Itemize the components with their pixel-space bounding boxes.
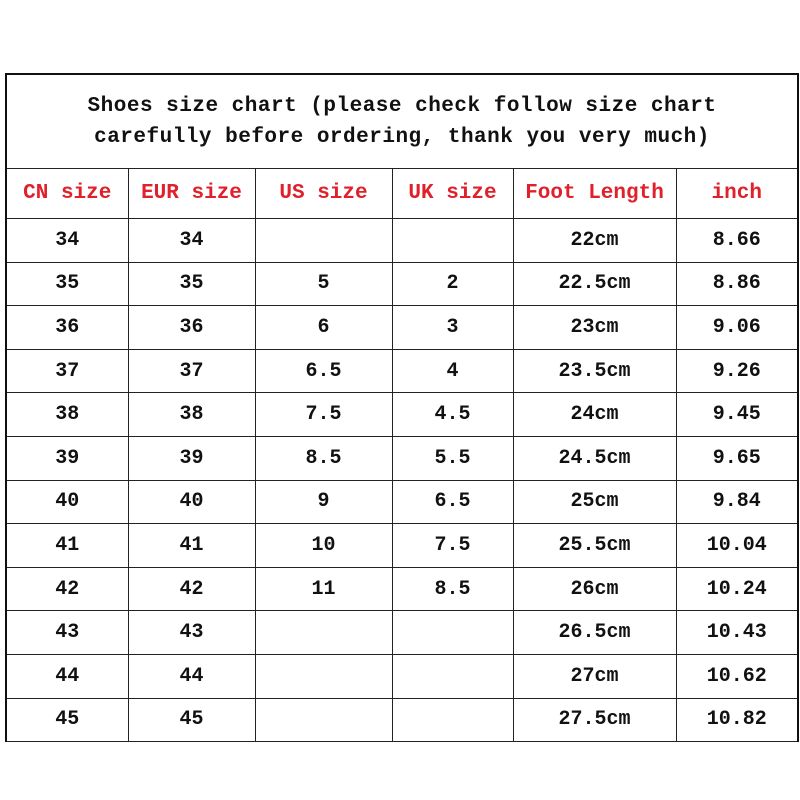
- table-cell: 40: [127, 479, 256, 525]
- table-row: 44 44 27cm 10.62: [5, 653, 799, 699]
- column-header: UK size: [391, 168, 514, 219]
- table-cell: 10: [254, 523, 393, 568]
- table-cell: 6.5: [391, 479, 514, 525]
- header-row: CN size EUR size US size UK size Foot Length…: [5, 168, 799, 219]
- table-cell: 10.43: [675, 610, 799, 655]
- table-cell: 5.5: [391, 435, 514, 481]
- column-header: inch: [675, 168, 799, 219]
- column-header: US size: [254, 168, 393, 219]
- table-cell: 36: [127, 305, 256, 350]
- table-cell: 41: [5, 523, 129, 568]
- table-cell: 36: [5, 305, 129, 350]
- column-header: CN size: [5, 168, 129, 219]
- column-header: Foot Length: [512, 168, 677, 219]
- table-cell: 25cm: [512, 479, 677, 525]
- table-cell: [391, 653, 514, 699]
- table-cell: 4.5: [391, 392, 514, 437]
- table-row: 35 35 5 2 22.5cm 8.86: [5, 261, 799, 307]
- table-cell: [254, 218, 393, 263]
- table-cell: 8.66: [675, 218, 799, 263]
- table-cell: 45: [5, 697, 129, 743]
- table-row: 34 34 22cm 8.66: [5, 218, 799, 263]
- table-cell: 11: [254, 566, 393, 612]
- table-cell: 7.5: [391, 523, 514, 568]
- table-cell: 35: [5, 261, 129, 307]
- column-header: EUR size: [127, 168, 256, 219]
- table-cell: 42: [127, 566, 256, 612]
- table-cell: 10.04: [675, 523, 799, 568]
- table-cell: [391, 697, 514, 743]
- table-cell: 6: [254, 305, 393, 350]
- table-row: 38 38 7.5 4.5 24cm 9.45: [5, 392, 799, 437]
- table-cell: 24cm: [512, 392, 677, 437]
- table-row: 41 41 10 7.5 25.5cm 10.04: [5, 523, 799, 568]
- table-cell: 38: [127, 392, 256, 437]
- table-cell: 9.84: [675, 479, 799, 525]
- table-cell: 27cm: [512, 653, 677, 699]
- table-cell: 22.5cm: [512, 261, 677, 307]
- table-cell: 26.5cm: [512, 610, 677, 655]
- table-cell: [254, 610, 393, 655]
- table-cell: 34: [5, 218, 129, 263]
- table-cell: [391, 610, 514, 655]
- table-cell: 25.5cm: [512, 523, 677, 568]
- table-row: 36 36 6 3 23cm 9.06: [5, 305, 799, 350]
- table-cell: 41: [127, 523, 256, 568]
- table-cell: 45: [127, 697, 256, 743]
- table-cell: 43: [5, 610, 129, 655]
- table-row: 40 40 9 6.5 25cm 9.84: [5, 479, 799, 525]
- table-cell: 9.26: [675, 348, 799, 394]
- table-cell: 7.5: [254, 392, 393, 437]
- table-cell: 26cm: [512, 566, 677, 612]
- table-cell: 34: [127, 218, 256, 263]
- table-cell: 27.5cm: [512, 697, 677, 743]
- table-cell: 2: [391, 261, 514, 307]
- table-cell: 10.82: [675, 697, 799, 743]
- table-row: 43 43 26.5cm 10.43: [5, 610, 799, 655]
- table-cell: [254, 697, 393, 743]
- table-cell: 35: [127, 261, 256, 307]
- table-cell: [254, 653, 393, 699]
- table-row: 39 39 8.5 5.5 24.5cm 9.65: [5, 435, 799, 481]
- table-cell: 10.24: [675, 566, 799, 612]
- title-line-1: Shoes size chart (please check follow si…: [87, 94, 717, 118]
- title-line-2: carefully before ordering, thank you ver…: [94, 125, 710, 149]
- table-cell: 40: [5, 479, 129, 525]
- table-cell: 37: [5, 348, 129, 394]
- table-cell: 23.5cm: [512, 348, 677, 394]
- table-row: 42 42 11 8.5 26cm 10.24: [5, 566, 799, 612]
- table-cell: 44: [127, 653, 256, 699]
- table-cell: 8.5: [254, 435, 393, 481]
- table-cell: 8.5: [391, 566, 514, 612]
- table-cell: 10.62: [675, 653, 799, 699]
- table-cell: 9.45: [675, 392, 799, 437]
- table-cell: 38: [5, 392, 129, 437]
- table-cell: 4: [391, 348, 514, 394]
- table-cell: 6.5: [254, 348, 393, 394]
- table-cell: 37: [127, 348, 256, 394]
- table-cell: 23cm: [512, 305, 677, 350]
- table-cell: 5: [254, 261, 393, 307]
- size-chart-table: Shoes size chart (please check follow si…: [5, 73, 799, 743]
- chart-title: Shoes size chart (please check follow si…: [5, 73, 799, 169]
- table-cell: 9.65: [675, 435, 799, 481]
- table-row: 45 45 27.5cm 10.82: [5, 697, 799, 743]
- table-cell: 22cm: [512, 218, 677, 263]
- table-cell: 24.5cm: [512, 435, 677, 481]
- table-cell: [391, 218, 514, 263]
- table-cell: 42: [5, 566, 129, 612]
- table-row: 37 37 6.5 4 23.5cm 9.26: [5, 348, 799, 394]
- table-cell: 43: [127, 610, 256, 655]
- table-cell: 3: [391, 305, 514, 350]
- table-cell: 39: [5, 435, 129, 481]
- table-cell: 8.86: [675, 261, 799, 307]
- table-cell: 9.06: [675, 305, 799, 350]
- table-cell: 9: [254, 479, 393, 525]
- table-cell: 39: [127, 435, 256, 481]
- table-cell: 44: [5, 653, 129, 699]
